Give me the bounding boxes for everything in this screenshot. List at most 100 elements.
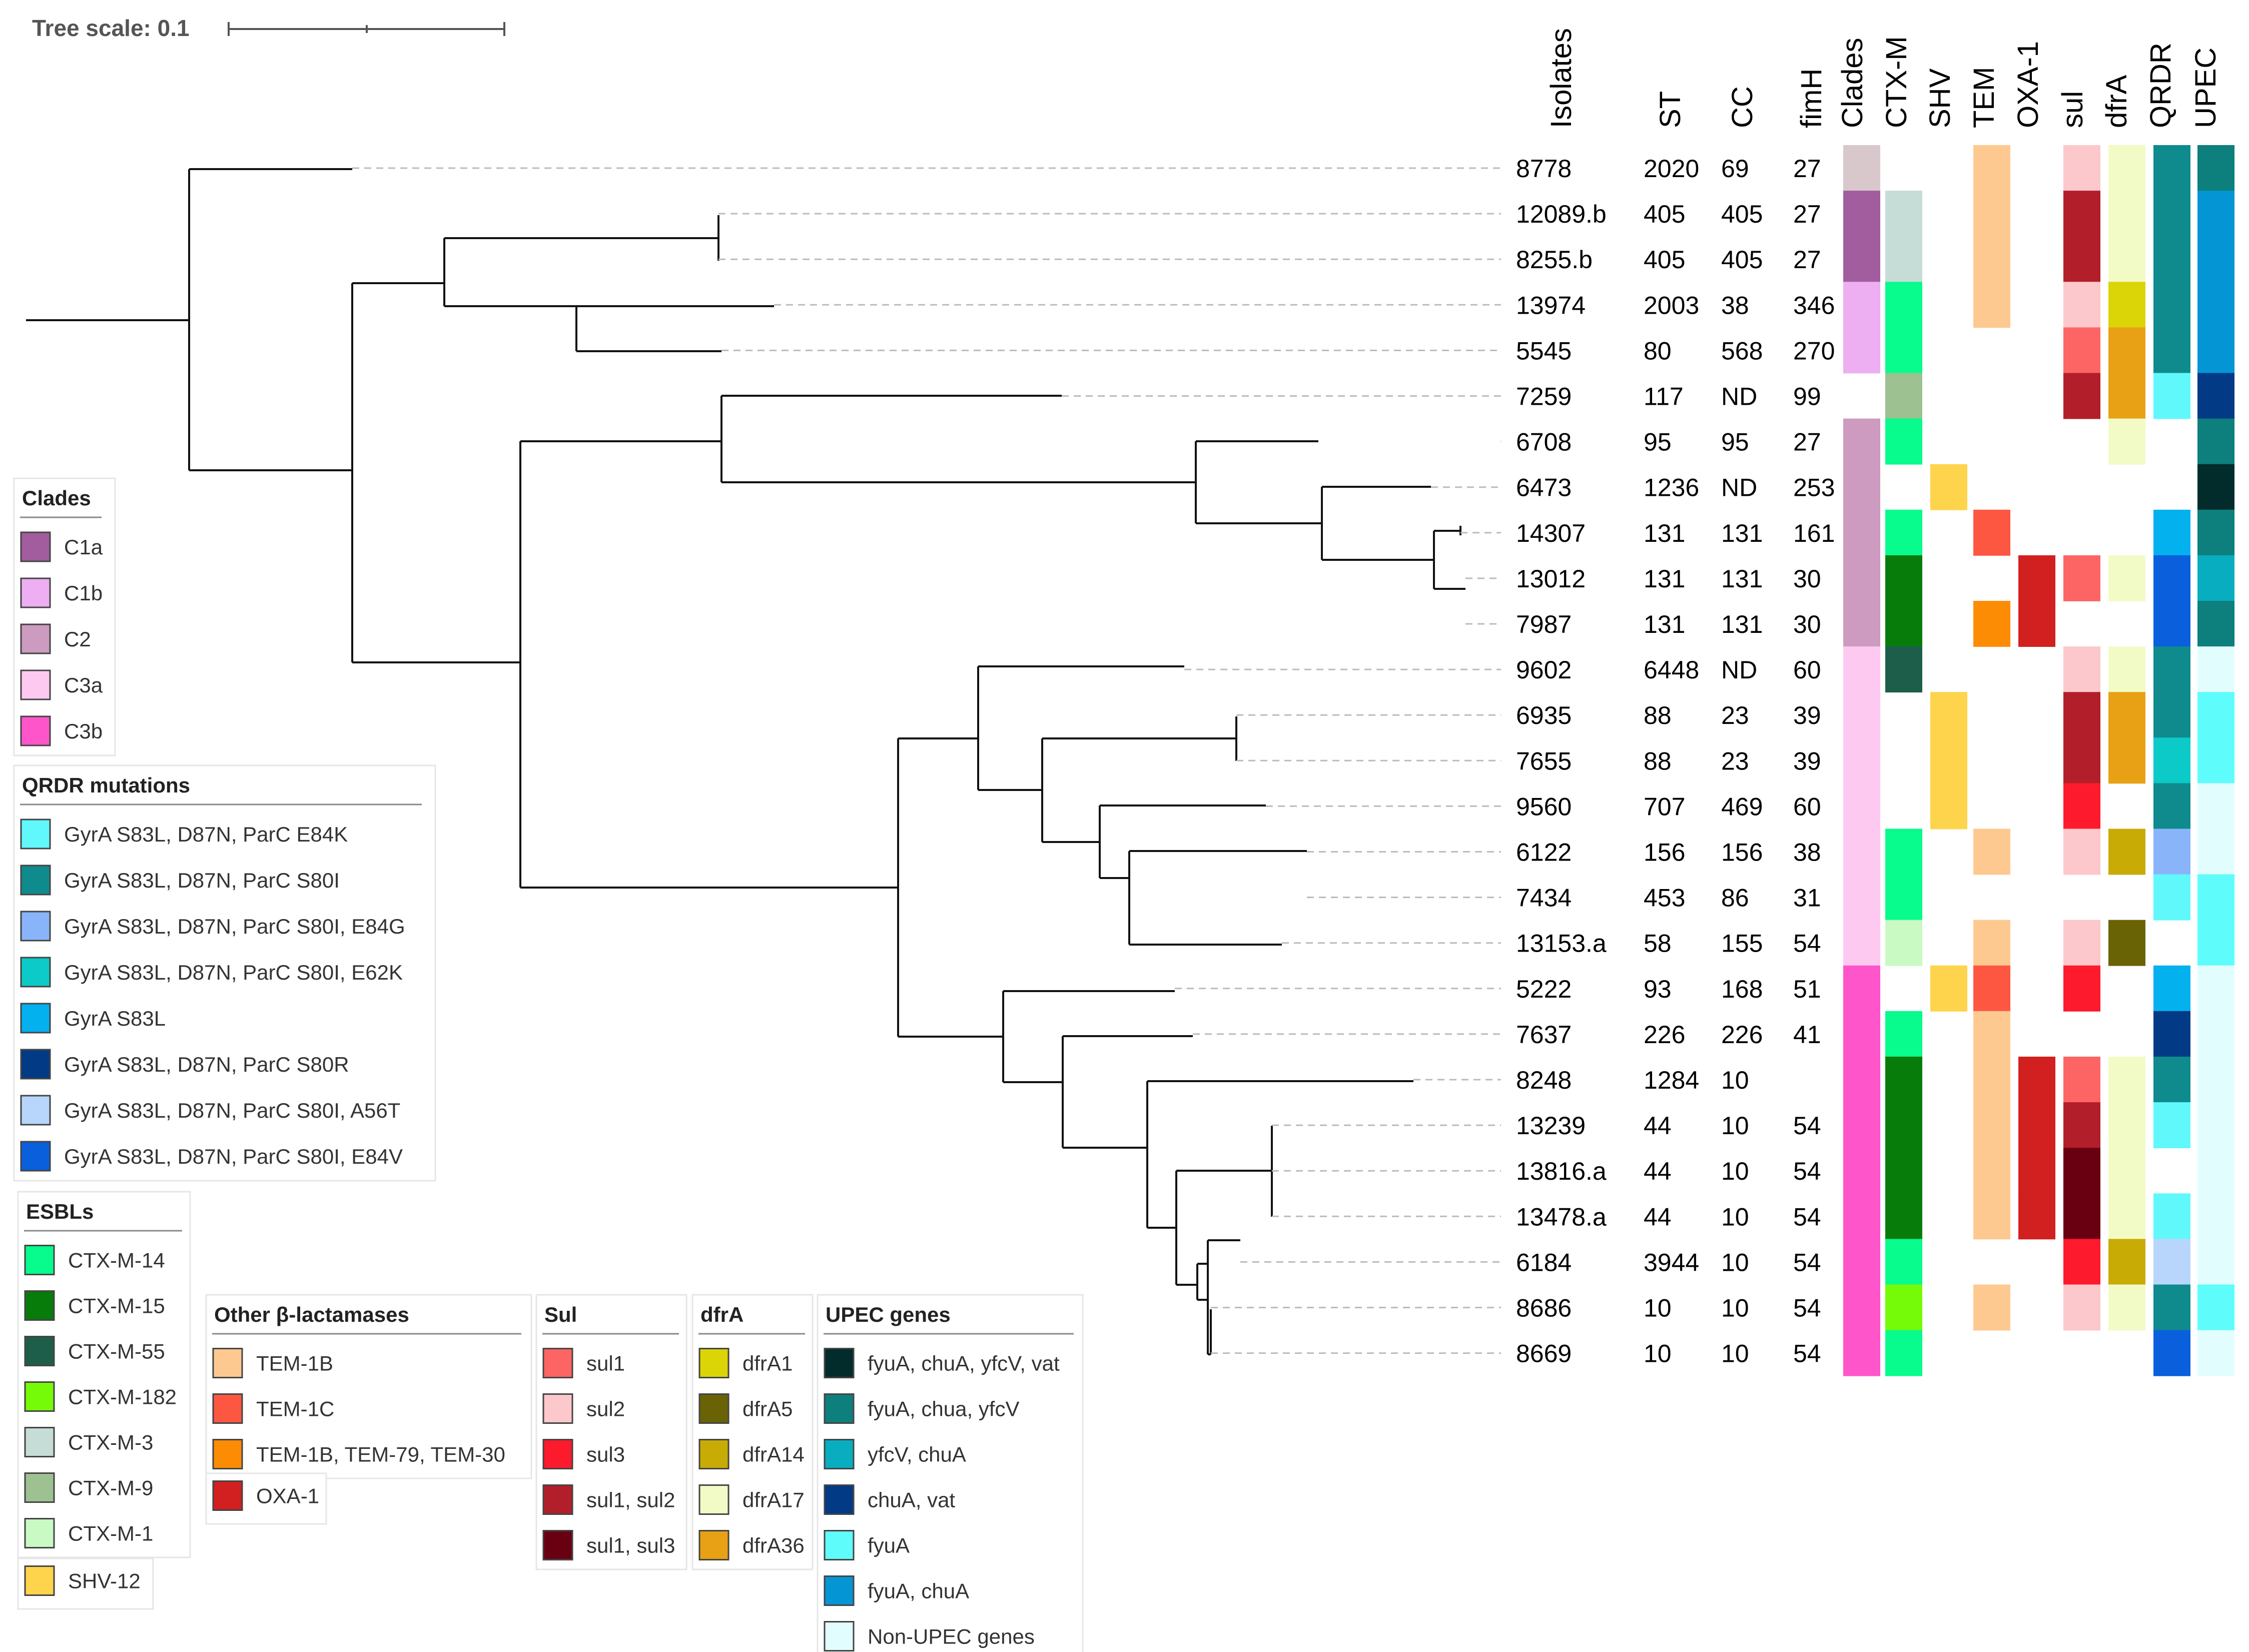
- heatmap-cell-upec: [2197, 418, 2234, 465]
- legend-swatch: [542, 1484, 573, 1515]
- fimh-value: 27: [1793, 200, 1821, 228]
- fimh-value: 54: [1793, 1248, 1821, 1276]
- heatmap-cell-dfra: [2108, 692, 2145, 738]
- tree-tips: [352, 167, 1501, 1354]
- heatmap-cell-tem: [1973, 829, 2010, 875]
- isolate-id: 7655: [1516, 747, 1572, 775]
- cc-value: 226: [1721, 1021, 1763, 1049]
- legend-swatch: [20, 715, 51, 746]
- st-value: 10: [1644, 1294, 1672, 1322]
- heatmap-cell-upec: [2197, 1330, 2234, 1376]
- heatmap-cell-sul: [2063, 965, 2100, 1012]
- legend-swatch: [824, 1439, 855, 1469]
- fimh-value: 54: [1793, 1157, 1821, 1185]
- fimh-value: 54: [1793, 1112, 1821, 1140]
- cc-value: ND: [1721, 474, 1757, 502]
- st-value: 44: [1644, 1112, 1672, 1140]
- legend-label: CTX-M-1: [68, 1522, 153, 1545]
- legend-swatch: [20, 1141, 51, 1172]
- cc-value: 38: [1721, 291, 1749, 319]
- legend-swatch: [698, 1530, 729, 1560]
- isolate-id: 6122: [1516, 839, 1572, 867]
- isolate-id: 13816.a: [1516, 1157, 1607, 1185]
- st-value: 131: [1644, 519, 1685, 547]
- isolate-row: 13478.a 44 10 54: [1516, 1193, 2234, 1240]
- heatmap-cell-upec: [2197, 191, 2234, 237]
- heatmap-cell-tem: [1973, 1102, 2010, 1149]
- heatmap-cell-ctxm: [1885, 1193, 1922, 1240]
- legend-swatch: [824, 1393, 855, 1424]
- isolate-row: 7987 131 131 30: [1516, 601, 2234, 647]
- heatmap-cell-upec: [2197, 1193, 2234, 1240]
- heatmap-cell-upec: [2197, 1148, 2234, 1194]
- legend-title: Other β-lactamases: [214, 1303, 409, 1326]
- heatmap-cell-clade: [1843, 1011, 1880, 1057]
- cc-value: 10: [1721, 1066, 1749, 1094]
- isolate-id: 13012: [1516, 565, 1586, 593]
- legend-label: sul1, sul3: [586, 1534, 675, 1557]
- st-value: 405: [1644, 200, 1685, 228]
- heatmap-cell-dfra: [2108, 282, 2145, 328]
- fimh-value: 60: [1793, 656, 1821, 684]
- isolate-id: 8778: [1516, 155, 1572, 183]
- isolate-row: 7259 117 ND 99: [1516, 373, 2234, 419]
- cc-value: 23: [1721, 701, 1749, 729]
- heatmap-cell-clade: [1843, 191, 1880, 237]
- heatmap-cell-sul: [2063, 555, 2100, 601]
- heatmap-cell-sul: [2063, 1239, 2100, 1285]
- isolate-row: 13239 44 10 54: [1516, 1102, 2234, 1149]
- heatmap-cell-qrdr: [2153, 829, 2190, 875]
- cc-value: 156: [1721, 839, 1763, 867]
- legend-label: C1b: [64, 581, 103, 605]
- legend-label: GyrA S83L: [64, 1007, 166, 1030]
- legend-swatch: [824, 1484, 855, 1515]
- cc-value: 10: [1721, 1112, 1749, 1140]
- fimh-value: 54: [1793, 930, 1821, 958]
- heatmap-cell-tem: [1973, 1193, 2010, 1240]
- cc-value: 86: [1721, 884, 1749, 912]
- legend-label: GyrA S83L, D87N, ParC S80R: [64, 1053, 349, 1076]
- heatmap-cell-upec: [2197, 920, 2234, 966]
- heatmap-cell-sul: [2063, 282, 2100, 328]
- legend-label: fyuA, chua, yfcV: [868, 1397, 1019, 1421]
- heatmap-cell-sul: [2063, 1148, 2100, 1194]
- legend-swatch: [212, 1439, 243, 1469]
- legend-swatch: [542, 1439, 573, 1469]
- heatmap-cell-ctxm: [1885, 920, 1922, 966]
- legend-label: CTX-M-55: [68, 1340, 165, 1363]
- isolate-id: 6473: [1516, 474, 1572, 502]
- column-header: CC: [1726, 86, 1759, 128]
- st-value: 131: [1644, 610, 1685, 638]
- st-value: 10: [1644, 1340, 1672, 1368]
- fimh-value: 27: [1793, 246, 1821, 274]
- legend-title: ESBLs: [26, 1200, 94, 1223]
- isolate-row: 13012 131 131 30: [1516, 555, 2234, 601]
- isolate-row: 12089.b 405 405 27: [1516, 191, 2234, 237]
- heatmap-cell-oxa: [2018, 601, 2055, 647]
- heatmap-cell-clade: [1843, 965, 1880, 1012]
- heatmap-cell-clade: [1843, 737, 1880, 784]
- legend-label: sul3: [586, 1443, 625, 1466]
- heatmap-cell-clade: [1843, 145, 1880, 191]
- heatmap-cell-upec: [2197, 464, 2234, 510]
- heatmap-cell-clade: [1843, 464, 1880, 510]
- legend-label: dfrA14: [742, 1443, 805, 1466]
- heatmap-cell-upec: [2197, 1011, 2234, 1057]
- legend-label: dfrA17: [742, 1488, 805, 1512]
- heatmap-cell-upec: [2197, 601, 2234, 647]
- cc-value: ND: [1721, 656, 1757, 684]
- cc-value: 10: [1721, 1340, 1749, 1368]
- heatmap-cell-upec: [2197, 1284, 2234, 1331]
- heatmap-cell-dfra: [2108, 829, 2145, 875]
- legend-swatch: [20, 865, 51, 896]
- heatmap-cell-upec: [2197, 1102, 2234, 1149]
- heatmap-cell-tem: [1973, 145, 2010, 191]
- fimh-value: 253: [1793, 474, 1835, 502]
- heatmap-cell-dfra: [2108, 1193, 2145, 1240]
- heatmap-cell-qrdr: [2153, 236, 2190, 283]
- isolate-id: 6184: [1516, 1248, 1572, 1276]
- legend-swatch: [24, 1518, 55, 1548]
- heatmap-cell-sul: [2063, 646, 2100, 693]
- heatmap-cell-shv: [1930, 965, 1967, 1012]
- heatmap-cell-ctxm: [1885, 282, 1922, 328]
